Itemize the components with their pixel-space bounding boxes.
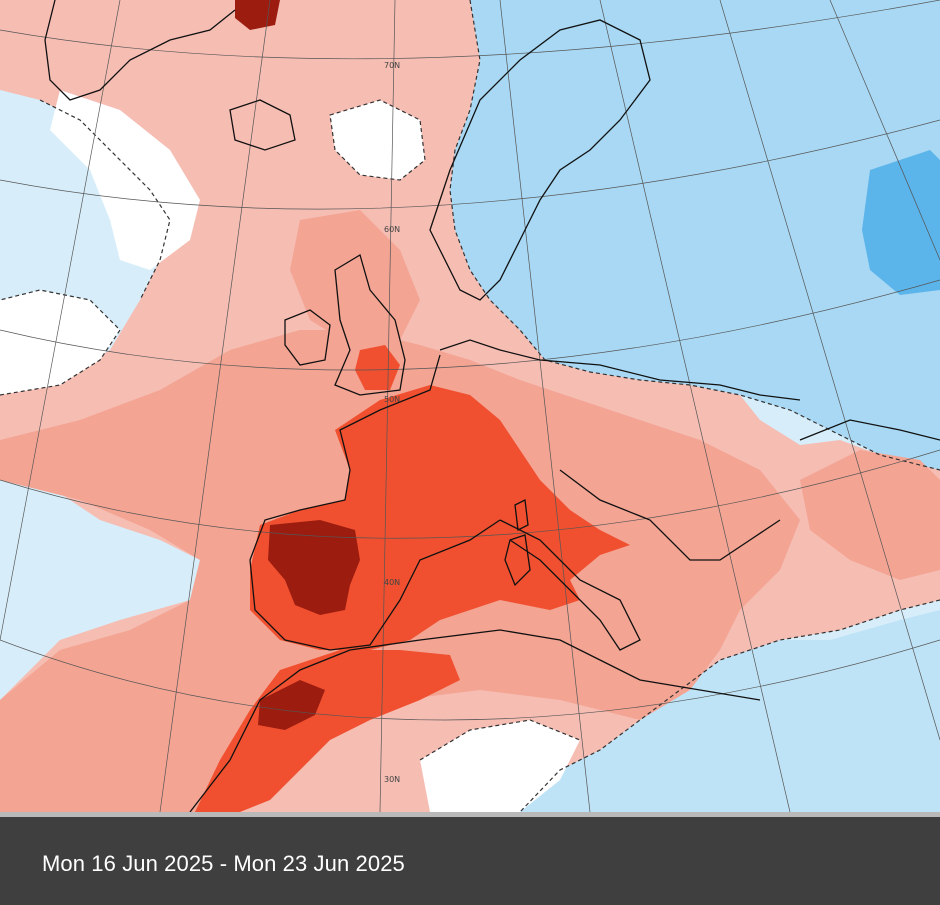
latitude-label-30: 30N xyxy=(384,775,400,784)
neutral-zone-atlantic xyxy=(0,290,120,395)
latitude-label-40: 40N xyxy=(384,578,400,587)
caption-bar: Mon 16 Jun 2025 - Mon 23 Jun 2025 xyxy=(0,812,940,905)
latitude-label-50: 50N xyxy=(384,395,400,404)
parallel-40 xyxy=(0,449,940,539)
contour-norwegian-sea xyxy=(329,99,426,181)
warm-zone-extreme-morocco xyxy=(258,680,325,730)
coast-scandinavia xyxy=(429,19,651,301)
meridian-4 xyxy=(499,0,591,812)
coast-iceland xyxy=(229,99,296,151)
parallel-60 xyxy=(0,119,940,210)
latitude-label-70: 70N xyxy=(384,61,400,70)
graticule xyxy=(0,0,940,812)
cool-zone-southeast xyxy=(520,610,940,812)
cool-zone-northeast xyxy=(450,0,940,470)
coast-black-sea xyxy=(799,419,940,441)
neutral-zone-north-africa xyxy=(420,720,580,812)
latitude-label-60: 60N xyxy=(384,225,400,234)
coast-north-africa xyxy=(189,629,761,812)
warm-zone-mid-east xyxy=(800,450,940,580)
meridian-6 xyxy=(719,0,940,741)
contour-southeast xyxy=(519,599,940,812)
anomaly-map-svg: 70N 60N 50N 40N 30N xyxy=(0,0,940,812)
parallel-70 xyxy=(0,0,940,60)
coastlines xyxy=(44,0,940,812)
zero-contours xyxy=(0,0,940,812)
coast-sardinia xyxy=(504,534,531,587)
meridian-2 xyxy=(159,0,271,812)
neutral-zone-norwegian-sea xyxy=(330,100,425,180)
date-range-caption: Mon 16 Jun 2025 - Mon 23 Jun 2025 xyxy=(42,851,405,876)
coast-italy xyxy=(499,519,641,651)
warm-zone-strong-morocco xyxy=(195,650,460,812)
contour-east xyxy=(449,0,940,471)
meridian-5 xyxy=(599,0,791,812)
coast-france-iberia xyxy=(249,354,501,651)
coast-balkans xyxy=(559,469,781,561)
parallel-30 xyxy=(0,639,940,721)
coast-europe xyxy=(439,339,801,401)
anomaly-map: 70N 60N 50N 40N 30N xyxy=(0,0,940,812)
meridian-3 xyxy=(379,0,396,812)
coast-ireland xyxy=(284,309,331,366)
contour-north xyxy=(39,99,171,301)
coast-britain xyxy=(334,254,406,396)
neutral-zone-north-atlantic xyxy=(50,90,200,270)
meridian-1 xyxy=(0,0,121,641)
contour-africa xyxy=(419,719,581,761)
coast-corsica xyxy=(514,499,529,531)
meridian-7 xyxy=(829,0,940,261)
parallel-50 xyxy=(0,279,940,371)
coast-greenland xyxy=(44,0,236,101)
warm-zone-extreme-iberia xyxy=(268,520,360,615)
cool-zone-strong-east xyxy=(862,150,940,295)
